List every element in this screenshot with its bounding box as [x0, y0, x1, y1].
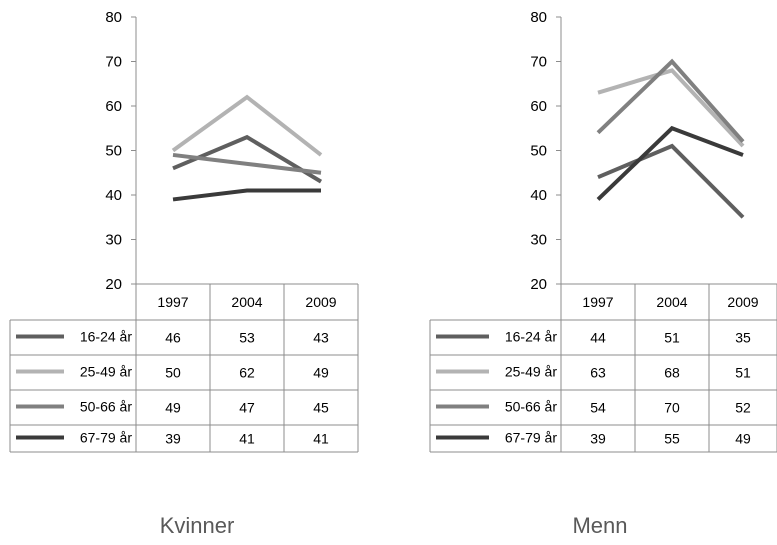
y-tick-label: 40: [105, 187, 122, 204]
series-line: [171, 94, 323, 157]
data-table: 1997 2004 2009 16-24 år 46 53 43 25-49 år 50 62 49…: [9, 283, 359, 453]
data-label: 63: [590, 365, 606, 381]
chart-menn: 20 30 40 50 60 70 80 1997 2004 2009 16-24 år 44 51 35…: [429, 9, 777, 538]
chart-caption: Kvinner: [160, 513, 235, 538]
x-tick-label: 1997: [582, 294, 613, 310]
legend-label: 16-24 år: [80, 329, 132, 345]
legend-label: 67-79 år: [80, 430, 132, 446]
y-tick-label: 50: [105, 143, 122, 160]
y-tick-label: 50: [530, 143, 547, 160]
legend-label: 50-66 år: [80, 399, 132, 415]
y-tick-label: 80: [105, 9, 122, 26]
legend-label: 25-49 år: [80, 364, 132, 380]
x-tick-label: 2009: [727, 294, 758, 310]
data-label: 70: [664, 400, 680, 416]
series-line: [596, 125, 744, 201]
data-label: 50: [165, 365, 181, 381]
y-tick-label: 60: [105, 98, 122, 115]
data-label: 39: [165, 431, 181, 447]
data-label: 35: [735, 330, 751, 346]
chart-caption: Menn: [572, 513, 627, 538]
data-label: 39: [590, 431, 606, 447]
series-line: [597, 68, 745, 148]
data-label: 51: [735, 365, 751, 381]
data-label: 51: [664, 330, 680, 346]
series-line: [172, 152, 322, 175]
legend-label: 50-66 år: [505, 399, 557, 415]
legend-label: 16-24 år: [505, 329, 557, 345]
data-label: 62: [239, 365, 255, 381]
data-label: 53: [239, 330, 255, 346]
y-tick-label: 20: [105, 276, 122, 293]
data-label: 43: [313, 330, 329, 346]
y-tick-label: 70: [530, 54, 547, 71]
y-tick-label: 80: [530, 9, 547, 26]
series-line: [596, 58, 745, 143]
y-tick-label: 40: [530, 187, 547, 204]
y-tick-label: 30: [530, 232, 547, 249]
x-tick-label: 2009: [305, 294, 336, 310]
data-label: 49: [735, 431, 751, 447]
data-label: 47: [239, 400, 255, 416]
data-label: 55: [664, 431, 680, 447]
data-label: 68: [664, 365, 680, 381]
data-label: 46: [165, 330, 181, 346]
series-line: [172, 188, 321, 202]
data-label: 41: [239, 431, 255, 447]
x-tick-label: 2004: [656, 294, 687, 310]
legend-label: 67-79 år: [505, 430, 557, 446]
series-line: [597, 143, 745, 219]
x-tick-label: 2004: [231, 294, 262, 310]
data-label: 45: [313, 400, 329, 416]
y-tick-label: 60: [530, 98, 547, 115]
data-label: 52: [735, 400, 751, 416]
legend-label: 25-49 år: [505, 364, 557, 380]
y-tick-label: 70: [105, 54, 122, 71]
data-label: 54: [590, 400, 606, 416]
data-label: 44: [590, 330, 606, 346]
x-tick-label: 1997: [157, 294, 188, 310]
data-label: 49: [165, 400, 181, 416]
chart-kvinner: 20 30 40 50 60 70 80 1997 2004 2009 16-24 år 46 53 43…: [9, 9, 359, 538]
y-tick-label: 20: [530, 276, 547, 293]
y-tick-label: 30: [105, 232, 122, 249]
data-label: 41: [313, 431, 329, 447]
data-label: 49: [313, 365, 329, 381]
data-table: 1997 2004 2009 16-24 år 44 51 35 25-49 år 63 68 51…: [429, 283, 777, 453]
